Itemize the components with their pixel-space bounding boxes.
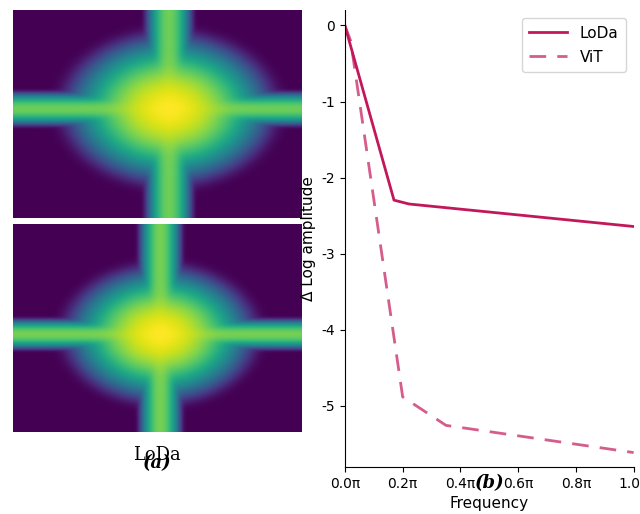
- ViT: [566, 440, 574, 447]
- LoDa: [630, 224, 637, 230]
- LoDa: [566, 217, 574, 223]
- Line: LoDa: LoDa: [345, 26, 634, 227]
- Legend: LoDa, ViT: LoDa, ViT: [522, 18, 626, 72]
- LoDa: [572, 217, 579, 224]
- X-axis label: Frequency: Frequency: [450, 496, 529, 511]
- Text: LoDa: LoDa: [133, 447, 181, 465]
- Text: ViT: ViT: [142, 233, 172, 251]
- LoDa: [341, 23, 349, 29]
- LoDa: [371, 127, 378, 134]
- LoDa: [468, 207, 476, 213]
- Y-axis label: Δ Log amplitude: Δ Log amplitude: [301, 176, 316, 301]
- ViT: [371, 200, 378, 206]
- ViT: [468, 426, 476, 432]
- Text: (b): (b): [474, 474, 504, 492]
- LoDa: [540, 214, 547, 221]
- ViT: [630, 449, 637, 455]
- ViT: [572, 441, 579, 447]
- Text: (a): (a): [143, 454, 172, 472]
- ViT: [341, 23, 349, 29]
- ViT: [458, 425, 465, 431]
- LoDa: [458, 206, 465, 212]
- ViT: [540, 436, 547, 443]
- Line: ViT: ViT: [345, 26, 634, 452]
